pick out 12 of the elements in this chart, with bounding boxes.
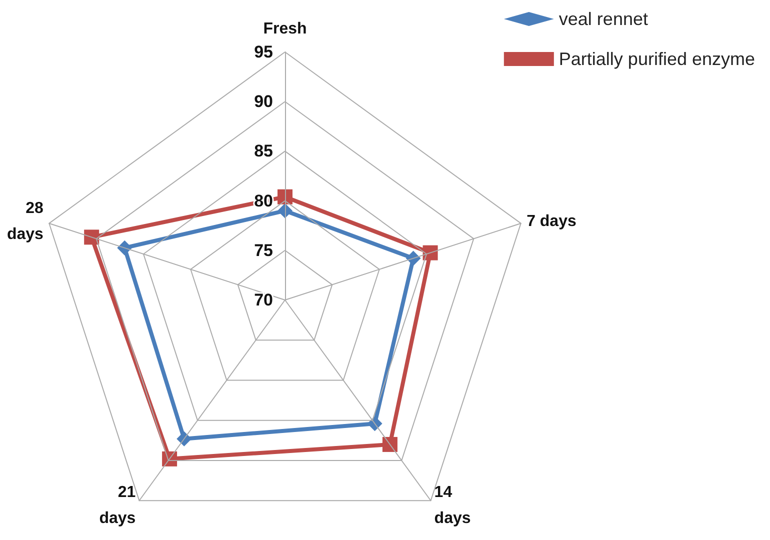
y-tick-label: 90: [254, 92, 273, 112]
legend-label: veal rennet: [558, 9, 648, 29]
spoke-label: 21 days: [99, 484, 136, 527]
y-tick-label: 85: [254, 142, 273, 161]
spoke-label: 14 days: [434, 484, 471, 527]
spoke-label: 28 days: [6, 200, 44, 244]
spoke-label: Fresh: [263, 20, 307, 38]
y-tick-label: 75: [254, 240, 273, 260]
legend-label: Partially purified enzyme: [558, 49, 756, 69]
y-tick-label: 70: [254, 290, 273, 310]
spoke-label: 7 days: [526, 213, 576, 230]
y-tick-label: 95: [254, 42, 273, 62]
